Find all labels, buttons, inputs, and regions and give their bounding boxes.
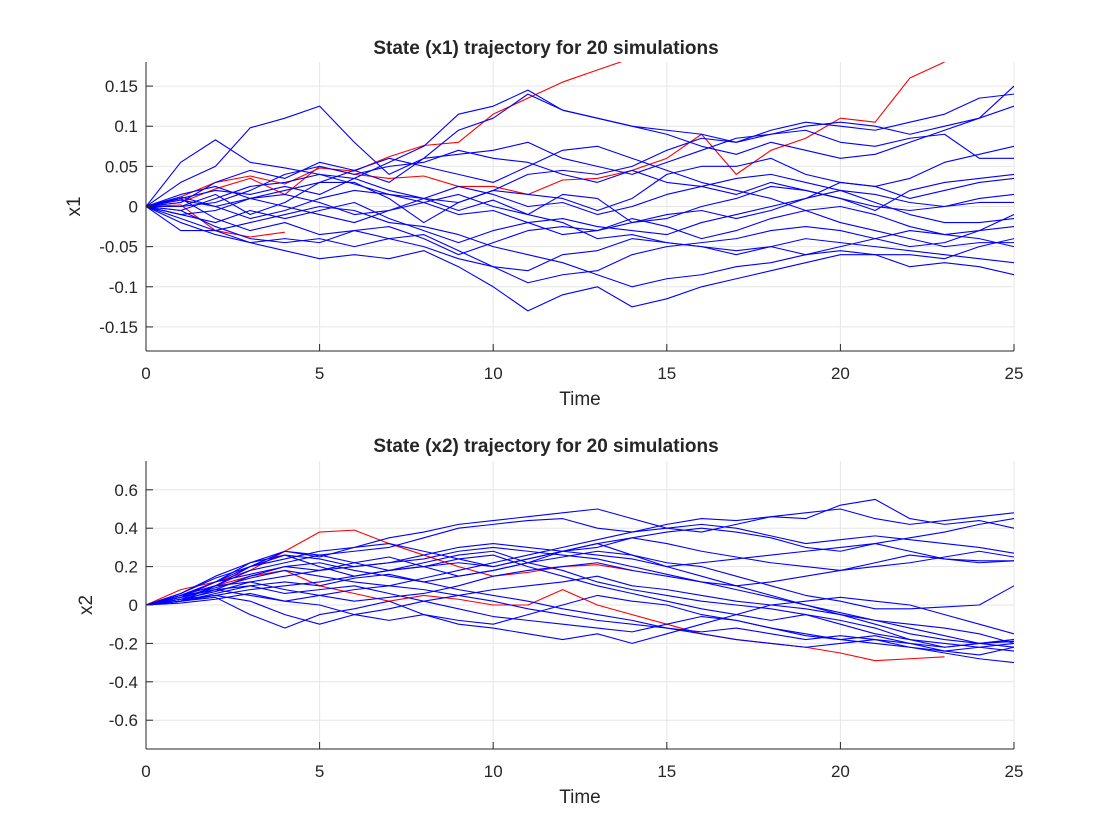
series-line-15: [146, 189, 1014, 240]
x-tick-label: 0: [141, 364, 150, 383]
series-line-15: [146, 537, 1014, 606]
series-line-7: [146, 129, 1014, 208]
series-line-12: [146, 596, 1014, 644]
y-tick-label: 0: [129, 596, 138, 615]
series-group: [146, 498, 1014, 664]
x-tick-label: 15: [657, 762, 676, 781]
chart-title: State (x1) trajectory for 20 simulations: [373, 38, 718, 59]
series-line-14: [146, 205, 1014, 284]
y-tick-label: 0.2: [114, 558, 138, 577]
series-line-19: [146, 543, 1014, 606]
series-line-9: [146, 145, 1014, 224]
x-tick-label: 15: [657, 364, 676, 383]
series-line-14: [146, 546, 1014, 606]
y-tick-label: 0.1: [114, 117, 138, 136]
x1-trajectory-chart: 0 5 10 15 20 25 0.15 0.1 0.05 0 -0.05 -0.1 -0.15 Stat…: [64, 38, 1023, 410]
x-tick-label: 5: [315, 762, 324, 781]
y-tick-label: 0: [129, 198, 138, 217]
chart-title: State (x2) trajectory for 20 simulations: [373, 436, 718, 457]
x-tick-label: 20: [831, 762, 850, 781]
series-line-7: [146, 543, 1014, 648]
series-line-16: [146, 149, 1014, 212]
x-axis-label: Time: [559, 787, 601, 808]
x-axis-label: Time: [559, 389, 601, 410]
series-line-17: [146, 145, 1014, 248]
series-line-20: [146, 585, 1014, 652]
series-line-8: [146, 573, 1014, 656]
series-line-11: [146, 589, 1014, 664]
series-line-6: [146, 550, 1014, 648]
y-tick-label: 0.6: [114, 481, 138, 500]
series-line-4: [146, 139, 1014, 224]
y-axis-label: x2: [76, 595, 97, 615]
y-tick-label: 0.4: [114, 519, 138, 538]
y-tick-label: -0.05: [99, 238, 138, 257]
series-line-11: [146, 189, 1014, 244]
series-line-10: [146, 575, 1014, 644]
series-line-8: [146, 93, 1014, 212]
y-tick-label: -0.2: [109, 634, 138, 653]
series-line-13: [146, 206, 1014, 312]
y-tick-label: 0.05: [105, 157, 138, 176]
series-line-13: [146, 550, 1014, 610]
x-tick-label: 0: [141, 762, 150, 781]
y-axis-label: x1: [64, 196, 85, 216]
y-tick-label: -0.6: [109, 711, 138, 730]
x-tick-label: 25: [1005, 364, 1024, 383]
series-line-19: [146, 205, 1014, 288]
series-line-18: [146, 523, 1014, 606]
series-line-1: [146, 62, 623, 208]
series-line-20: [146, 173, 1014, 224]
series-line-18: [146, 193, 1014, 260]
x-tick-label: 25: [1005, 762, 1024, 781]
x-tick-label: 10: [484, 762, 503, 781]
series-line-6: [146, 89, 1014, 208]
x-tick-label: 20: [831, 364, 850, 383]
y-tick-label: -0.4: [109, 673, 138, 692]
x-tick-label: 10: [484, 364, 503, 383]
series-line-12: [146, 206, 1014, 272]
y-tick-label: 0.15: [105, 77, 138, 96]
x2-trajectory-chart: 0 5 10 15 20 25 0.6 0.4 0.2 0 -0.2 -0.4 -0.6 State (x…: [76, 436, 1023, 808]
x-tick-label: 5: [315, 364, 324, 383]
series-group: [146, 62, 1014, 312]
series-line-4: [146, 498, 1014, 606]
y-tick-label: -0.15: [99, 318, 138, 337]
series-line-10: [146, 177, 1014, 256]
series-line-16: [146, 550, 1014, 652]
y-tick-label: -0.1: [109, 278, 138, 297]
series-line-17: [146, 585, 1014, 648]
